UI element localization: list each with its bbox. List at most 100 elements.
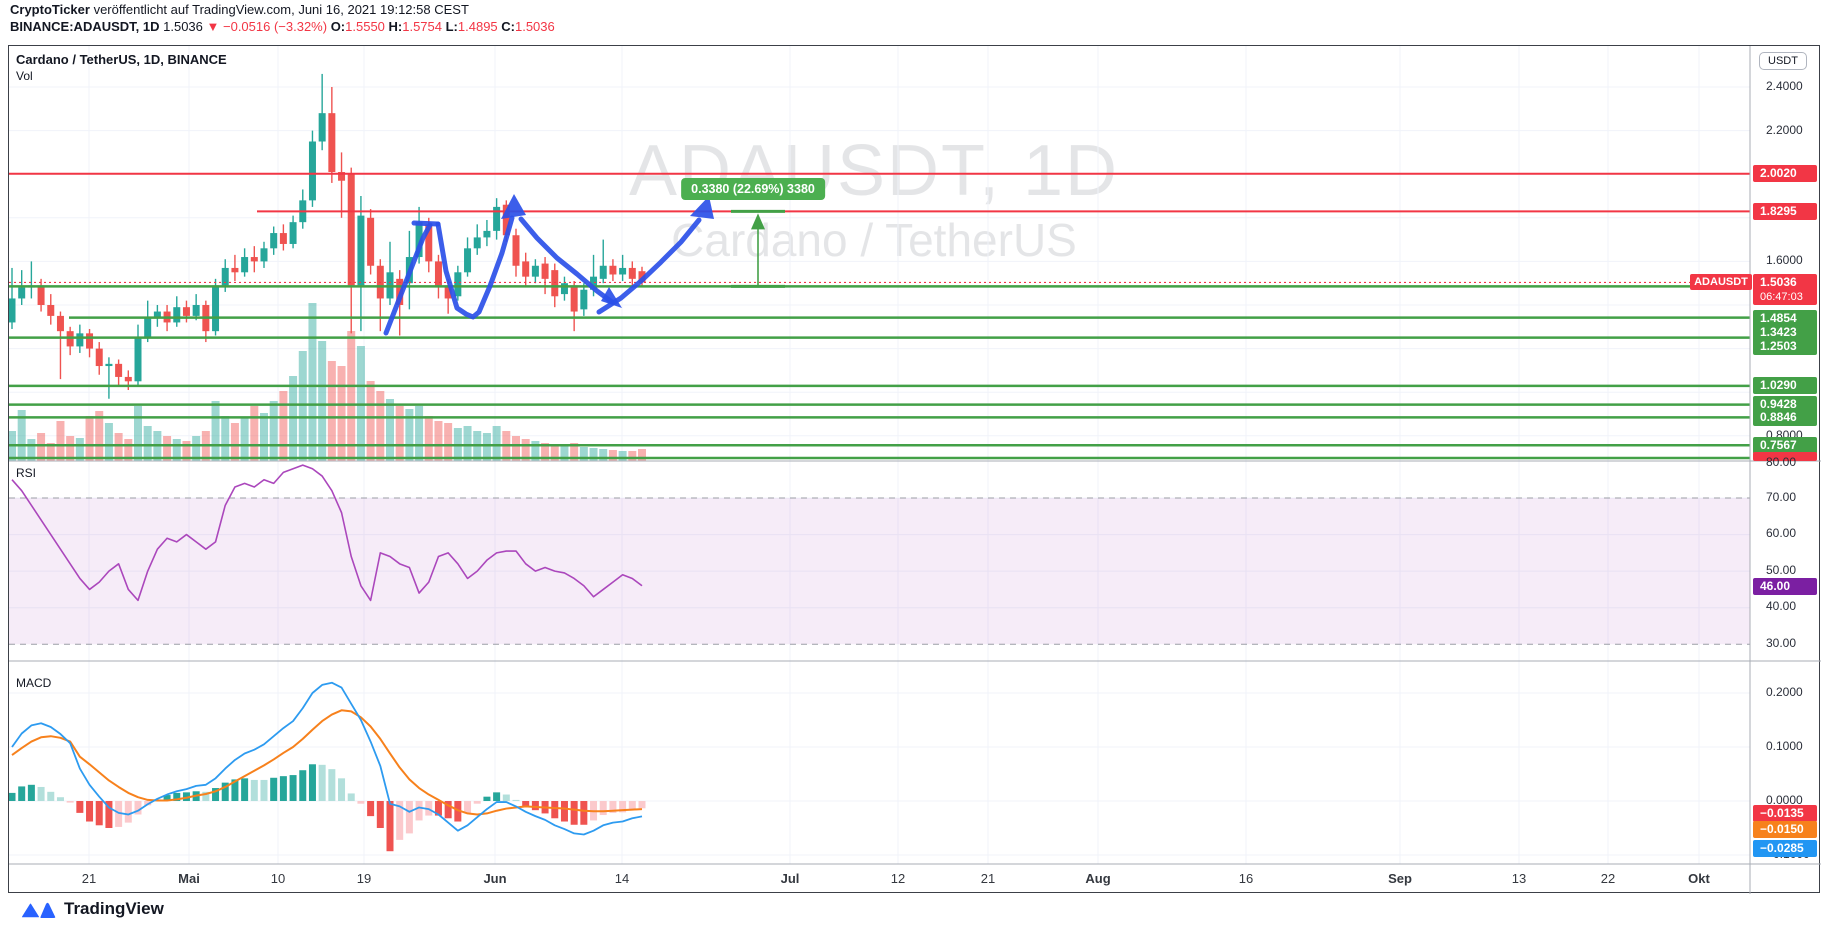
candle-body — [357, 215, 365, 286]
time-axis-label[interactable]: 22 — [1600, 871, 1616, 886]
volume-bar — [269, 401, 278, 461]
currency-unit-button[interactable]: USDT — [1759, 52, 1807, 70]
header-segment: 1.5754 — [402, 19, 446, 34]
macd-histogram-bar — [551, 801, 559, 819]
macd-line — [11, 681, 643, 836]
time-axis-label[interactable]: Aug — [1085, 871, 1111, 886]
volume-bar — [550, 444, 559, 461]
time-axis-label[interactable]: 10 — [270, 871, 286, 886]
tradingview-footer[interactable]: TradingView — [20, 897, 164, 921]
macd-histogram-bar — [357, 801, 365, 804]
macd-histogram-bar — [250, 779, 258, 801]
header-segment: L: — [445, 19, 458, 34]
time-axis-label[interactable]: Sep — [1388, 871, 1412, 886]
axis-tick-label: 0.2000 — [1766, 685, 1803, 699]
candle-body — [473, 237, 481, 249]
time-axis-label[interactable]: 14 — [614, 871, 630, 886]
macd-indicator-label[interactable]: MACD — [16, 676, 52, 690]
macd-histogram-bar — [338, 778, 346, 801]
time-axis-label[interactable]: 16 — [1238, 871, 1254, 886]
measure-tool-label[interactable]: 0.3380 (22.69%) 3380 — [681, 178, 825, 200]
axis-value-label: 1.4854 — [1753, 309, 1817, 327]
volume-bar — [444, 423, 453, 461]
candle-body — [76, 333, 84, 347]
header-segment: 1.5036 — [514, 19, 555, 34]
macd-histogram-bar — [279, 776, 287, 801]
axis-tick-label: 70.00 — [1766, 490, 1797, 504]
time-axis-label[interactable]: Okt — [1688, 871, 1710, 886]
macd-histogram-bar — [512, 799, 520, 801]
volume-bar — [424, 416, 433, 461]
volume-bar — [415, 406, 424, 461]
candle-body — [153, 311, 161, 319]
chart-area[interactable]: ADAUSDT, 1D Cardano / TetherUS Cardano /… — [8, 45, 1821, 894]
current-price-label: 1.5036 06:47:03 — [1753, 274, 1817, 305]
macd-histogram-bar — [473, 801, 481, 804]
axis-tick-label: 60.00 — [1766, 526, 1797, 540]
symbol-ohlc-bar: BINANCE:ADAUSDT, 1D 1.5036 ▼ −0.0516 (−3… — [10, 19, 555, 35]
macd-histogram-bar — [173, 792, 181, 801]
macd-histogram-bar — [522, 801, 530, 807]
candle-body — [551, 270, 559, 297]
volume-bar — [259, 413, 268, 461]
time-axis-label[interactable]: Jul — [780, 871, 800, 886]
time-axis-label[interactable]: 21 — [81, 871, 97, 886]
candle-body — [144, 318, 152, 338]
time-axis-label[interactable]: 13 — [1511, 871, 1527, 886]
legend-symbol[interactable]: Cardano / TetherUS, 1D, BINANCE — [16, 52, 227, 67]
candle-body — [434, 261, 442, 286]
volume-bar — [56, 421, 65, 461]
rsi-band — [9, 498, 1750, 645]
axis-tick-label: 0.1000 — [1766, 739, 1803, 753]
volume-bar — [637, 449, 646, 461]
macd-histogram-bar — [76, 801, 84, 813]
macd-histogram-bar — [328, 769, 336, 801]
header-segment: BINANCE:ADAUSDT, 1D — [10, 19, 160, 34]
macd-histogram-bar — [37, 786, 45, 801]
candle-body — [173, 307, 181, 323]
macd-histogram-bar — [95, 801, 103, 826]
candle-body — [512, 235, 520, 266]
rsi-indicator-label[interactable]: RSI — [16, 466, 37, 480]
time-axis-label[interactable]: 12 — [890, 871, 906, 886]
macd-histogram-bar — [483, 796, 491, 801]
header-segment: H: — [388, 19, 403, 34]
drawn-trend-arrow — [411, 220, 441, 227]
volume-bar — [37, 433, 46, 461]
volume-bar — [366, 381, 375, 461]
axis-value-label: 1.3423 — [1753, 323, 1817, 341]
volume-bar — [579, 447, 588, 461]
candle-body — [18, 287, 26, 299]
volume-bar — [376, 391, 385, 461]
axis-value-label: −0.0285 — [1753, 839, 1817, 857]
price-plot[interactable] — [9, 46, 1821, 894]
axis-value-label: −0.0135 — [1753, 804, 1817, 822]
candle-body — [115, 363, 123, 377]
macd-histogram-bar — [202, 791, 210, 801]
header-segment: O: — [330, 19, 346, 34]
volume-bar — [133, 406, 142, 461]
volume-bar — [541, 443, 550, 461]
candle-body — [192, 305, 200, 316]
volume-bar — [347, 331, 356, 461]
axis-value-label: 1.0290 — [1753, 377, 1817, 395]
time-axis-label[interactable]: Mai — [178, 871, 200, 886]
candle-body — [328, 113, 336, 173]
candle-body — [580, 289, 588, 310]
time-axis-label[interactable]: 21 — [980, 871, 996, 886]
time-axis-label[interactable]: Jun — [483, 871, 507, 886]
axis-value-label: 0.7567 — [1753, 436, 1817, 454]
axis-tick-label: 40.00 — [1766, 599, 1797, 613]
tradingview-logo-icon — [20, 901, 56, 919]
legend-volume[interactable]: Vol — [16, 69, 33, 83]
candle-body — [483, 230, 491, 238]
volume-bar — [318, 341, 327, 461]
candle-body — [338, 172, 346, 181]
volume-bar — [182, 441, 191, 461]
time-axis-label[interactable]: 19 — [356, 871, 372, 886]
candle-body — [347, 174, 355, 286]
volume-bar — [230, 423, 239, 461]
axis-tick-label: 80.00 — [1766, 455, 1797, 469]
measure-arrowhead-icon — [751, 213, 765, 230]
drawn-arrowhead-icon — [601, 287, 622, 308]
